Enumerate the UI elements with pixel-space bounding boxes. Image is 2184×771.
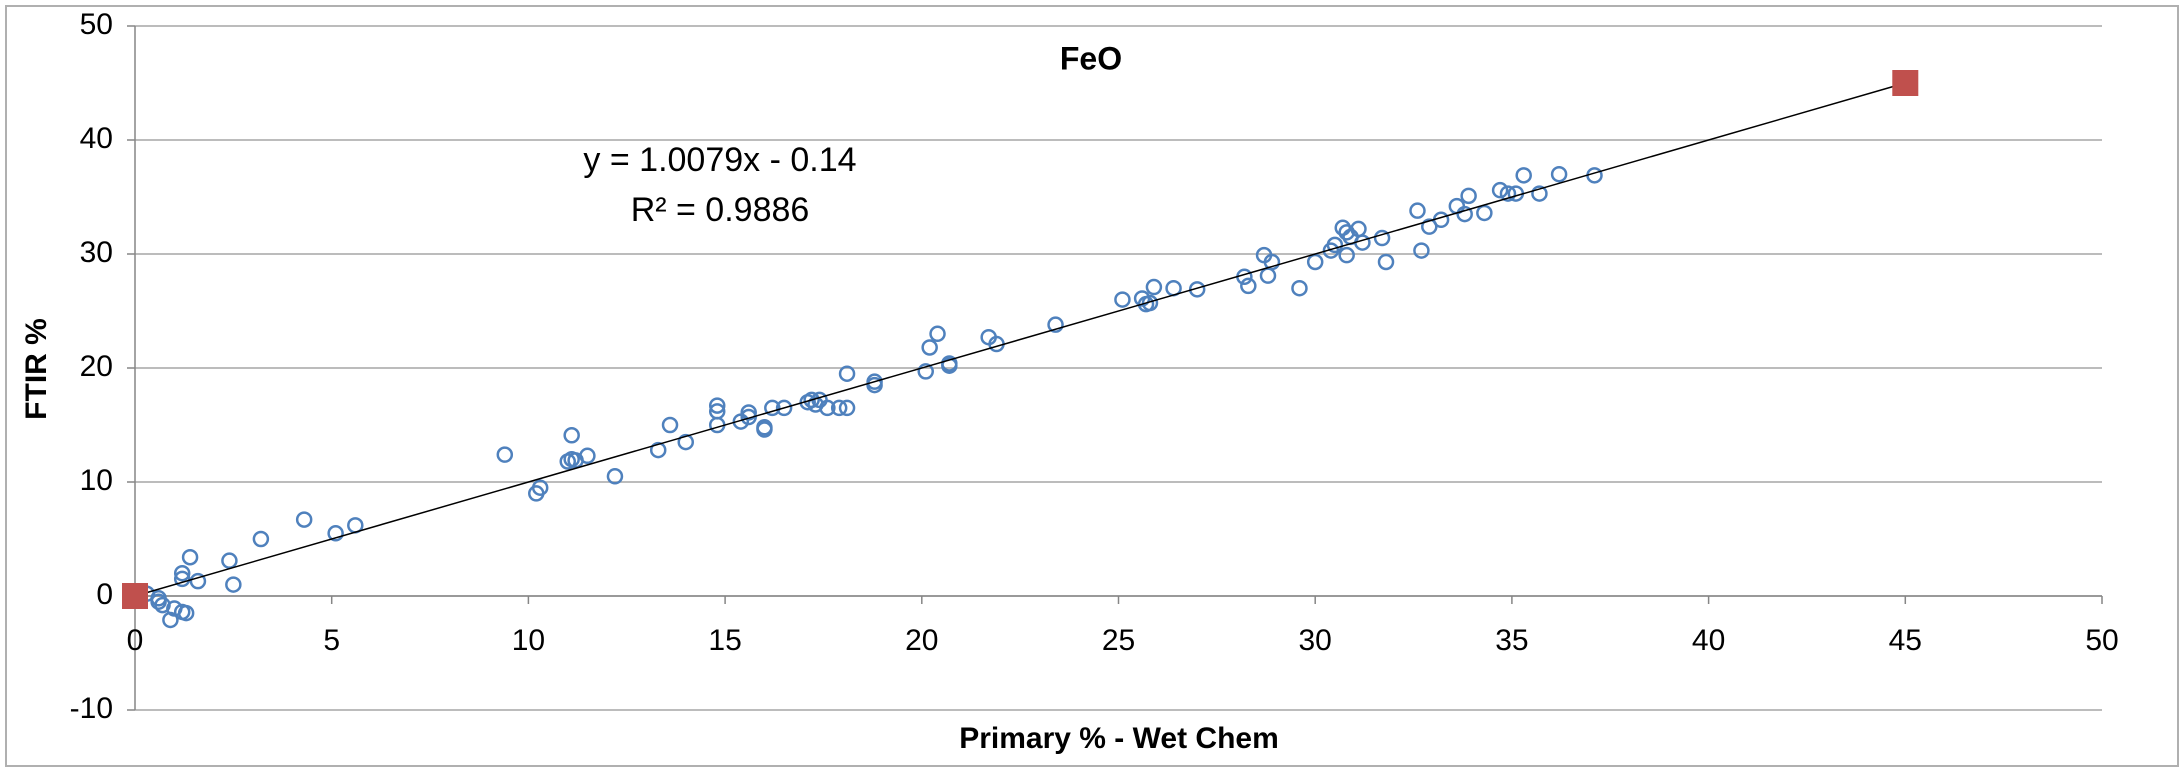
circle-marker bbox=[929, 325, 946, 343]
x-tick-label: 25 bbox=[1102, 624, 1135, 657]
circle-marker bbox=[1377, 253, 1395, 271]
square-marker bbox=[122, 583, 148, 609]
circle-marker bbox=[1240, 277, 1257, 295]
circle-marker bbox=[173, 564, 191, 582]
circle-marker bbox=[838, 399, 856, 417]
x-tick-label: 35 bbox=[1495, 624, 1528, 657]
x-tick-label: 40 bbox=[1692, 624, 1725, 657]
circle-marker bbox=[252, 530, 270, 548]
circle-marker bbox=[225, 576, 242, 593]
trend-r-squared: R² = 0.9886 bbox=[631, 191, 810, 229]
circle-marker bbox=[921, 339, 938, 356]
chart-frame bbox=[5, 5, 2179, 767]
circle-marker bbox=[1263, 253, 1281, 271]
circle-marker bbox=[830, 399, 848, 417]
circle-marker bbox=[1373, 229, 1391, 247]
circle-marker bbox=[1409, 202, 1426, 219]
y-tick-label: 10 bbox=[80, 464, 113, 497]
circle-marker bbox=[866, 373, 883, 390]
series-line bbox=[134, 82, 1906, 597]
circle-marker bbox=[1338, 246, 1355, 264]
x-tick-label: 50 bbox=[2085, 624, 2118, 657]
circle-marker bbox=[803, 391, 820, 409]
circle-marker bbox=[677, 433, 695, 451]
circle-marker bbox=[1145, 278, 1163, 296]
circle-marker bbox=[327, 525, 344, 542]
y-tick-label: 20 bbox=[80, 350, 113, 383]
circle-marker bbox=[941, 355, 958, 372]
circle-marker bbox=[1515, 167, 1532, 184]
circle-marker bbox=[1047, 316, 1064, 333]
circle-marker bbox=[649, 441, 667, 459]
circle-marker bbox=[740, 404, 757, 421]
circle-marker bbox=[189, 572, 207, 590]
circle-marker bbox=[1291, 279, 1308, 297]
circle-marker bbox=[1460, 187, 1477, 205]
circle-marker bbox=[1550, 165, 1568, 183]
circle-marker bbox=[708, 403, 726, 420]
x-tick-label: 20 bbox=[905, 624, 938, 657]
circle-marker bbox=[1306, 253, 1324, 271]
circle-marker bbox=[606, 468, 624, 485]
x-tick-label: 10 bbox=[512, 624, 545, 657]
trend-equation: y = 1.0079x - 0.14 bbox=[583, 141, 856, 179]
circle-marker bbox=[181, 548, 199, 566]
square-marker bbox=[1892, 70, 1919, 96]
circle-marker bbox=[563, 427, 580, 444]
circle-marker bbox=[1114, 291, 1131, 308]
circle-marker bbox=[221, 552, 238, 569]
circle-marker bbox=[756, 419, 773, 436]
circle-marker bbox=[1141, 294, 1159, 312]
x-tick-label: 15 bbox=[708, 624, 741, 657]
y-tick-label: 40 bbox=[80, 122, 113, 155]
y-tick-label: 0 bbox=[96, 578, 113, 611]
circle-marker bbox=[295, 511, 313, 528]
circle-marker bbox=[1456, 205, 1473, 223]
circle-marker bbox=[708, 397, 726, 414]
circle-marker bbox=[1326, 236, 1344, 254]
circle-marker bbox=[1476, 204, 1493, 222]
circle-marker bbox=[150, 593, 167, 610]
y-tick-label: 30 bbox=[80, 236, 113, 269]
circle-marker bbox=[819, 399, 836, 417]
circle-marker bbox=[1499, 185, 1517, 202]
circle-marker bbox=[1531, 185, 1548, 202]
circle-marker bbox=[496, 446, 514, 463]
circle-marker bbox=[764, 399, 781, 417]
y-tick-label: -10 bbox=[70, 692, 113, 725]
circle-marker bbox=[579, 447, 596, 465]
x-tick-label: 5 bbox=[323, 624, 340, 657]
x-tick-label: 0 bbox=[127, 624, 144, 657]
circle-marker bbox=[531, 479, 549, 496]
circle-marker bbox=[661, 416, 679, 434]
x-tick-label: 30 bbox=[1299, 624, 1332, 657]
circle-marker bbox=[173, 570, 191, 588]
circle-marker bbox=[775, 399, 793, 417]
circle-marker bbox=[1491, 181, 1509, 199]
circle-marker bbox=[1413, 242, 1430, 259]
circle-marker bbox=[1421, 218, 1438, 235]
circle-marker bbox=[740, 408, 757, 426]
y-axis-label: FTIR % bbox=[20, 318, 53, 420]
circle-marker bbox=[917, 363, 934, 380]
y-tick-label: 50 bbox=[80, 8, 113, 41]
chart-title: FeO bbox=[1060, 40, 1122, 76]
x-axis-label: Primary % - Wet Chem bbox=[959, 722, 1279, 755]
circle-marker bbox=[177, 604, 195, 622]
circle-marker bbox=[1188, 281, 1206, 298]
x-tick-label: 45 bbox=[1889, 624, 1922, 657]
circle-marker bbox=[838, 365, 856, 382]
